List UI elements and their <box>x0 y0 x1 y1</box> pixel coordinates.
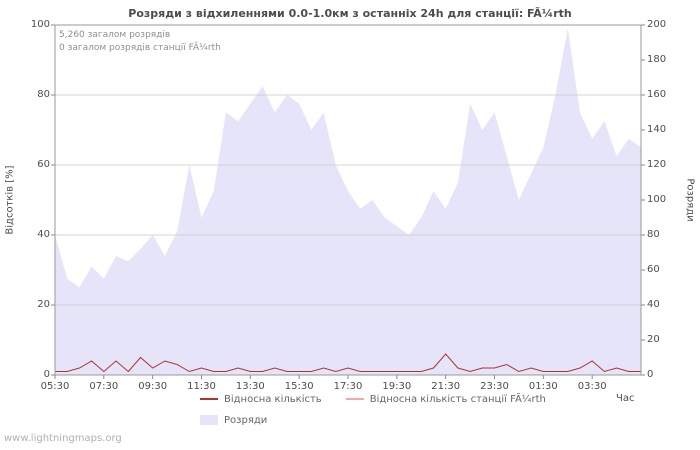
legend-label-discharges: Розряди <box>224 414 268 426</box>
x-tick-21:30: 21:30 <box>431 381 461 392</box>
y-tick-right-20: 20 <box>647 334 660 345</box>
y-tick-right-200: 200 <box>647 19 667 30</box>
x-tick-07:30: 07:30 <box>89 381 119 392</box>
x-tick-13:30: 13:30 <box>235 381 265 392</box>
annotation-total-discharges: 5,260 загалом розрядів <box>59 30 171 40</box>
legend-swatch-station-relative-count <box>345 398 364 400</box>
y-axis-label-left: Відсотків [%] <box>4 165 16 235</box>
x-tick-01:30: 01:30 <box>528 381 558 392</box>
x-tick-03:30: 03:30 <box>577 381 607 392</box>
legend-swatch-relative-count <box>200 398 218 400</box>
area-series-discharges <box>55 28 641 375</box>
x-tick-09:30: 09:30 <box>138 381 168 392</box>
legend-swatch-discharges <box>200 415 218 425</box>
y-tick-right-60: 60 <box>647 264 660 275</box>
legend-row-lines: Відносна кількість Відносна кількість ст… <box>200 391 570 407</box>
y-tick-right-40: 40 <box>647 299 660 310</box>
y-tick-right-80: 80 <box>647 229 660 240</box>
x-axis-label: Час <box>616 393 635 404</box>
legend-row-area: Розряди <box>200 412 570 428</box>
legend-label-station-relative-count: Відносна кількість станції FÃ¼rth <box>369 393 546 405</box>
y-tick-left-80: 80 <box>37 89 50 100</box>
y-tick-left-100: 100 <box>30 19 50 30</box>
y-axis-label-right: Розряди <box>684 178 696 222</box>
y-tick-left-20: 20 <box>37 299 50 310</box>
y-tick-left-40: 40 <box>37 229 50 240</box>
plot-svg <box>51 24 645 379</box>
x-tick-11:30: 11:30 <box>187 381 216 392</box>
y-tick-right-180: 180 <box>647 54 667 65</box>
y-tick-left-60: 60 <box>37 159 50 170</box>
y-tick-left-0: 0 <box>43 369 50 380</box>
legend-label-relative-count: Відносна кількість <box>224 393 322 405</box>
legend: Відносна кількість Відносна кількість ст… <box>200 391 570 433</box>
y-tick-right-160: 160 <box>647 89 667 100</box>
plot-area: 5,260 загалом розрядів 0 загалом розряді… <box>51 24 645 379</box>
x-tick-23:30: 23:30 <box>480 381 509 392</box>
annotation-station-discharges: 0 загалом розрядів станції FÃ¼rth <box>59 43 221 53</box>
x-tick-17:30: 17:30 <box>333 381 363 392</box>
line-series-0 <box>55 353 641 373</box>
y-tick-right-140: 140 <box>647 124 667 135</box>
x-tick-05:30: 05:30 <box>40 381 70 392</box>
y-tick-right-0: 0 <box>647 369 654 380</box>
x-tick-15:30: 15:30 <box>284 381 314 392</box>
watermark-link: www.lightningmaps.org <box>4 433 122 444</box>
plot-border <box>54 24 642 376</box>
y-tick-right-120: 120 <box>647 159 667 170</box>
y-tick-right-100: 100 <box>647 194 667 205</box>
chart-title: Розряди з відхиленнями 0.0-1.0км з остан… <box>128 7 572 20</box>
x-tick-19:30: 19:30 <box>382 381 412 392</box>
